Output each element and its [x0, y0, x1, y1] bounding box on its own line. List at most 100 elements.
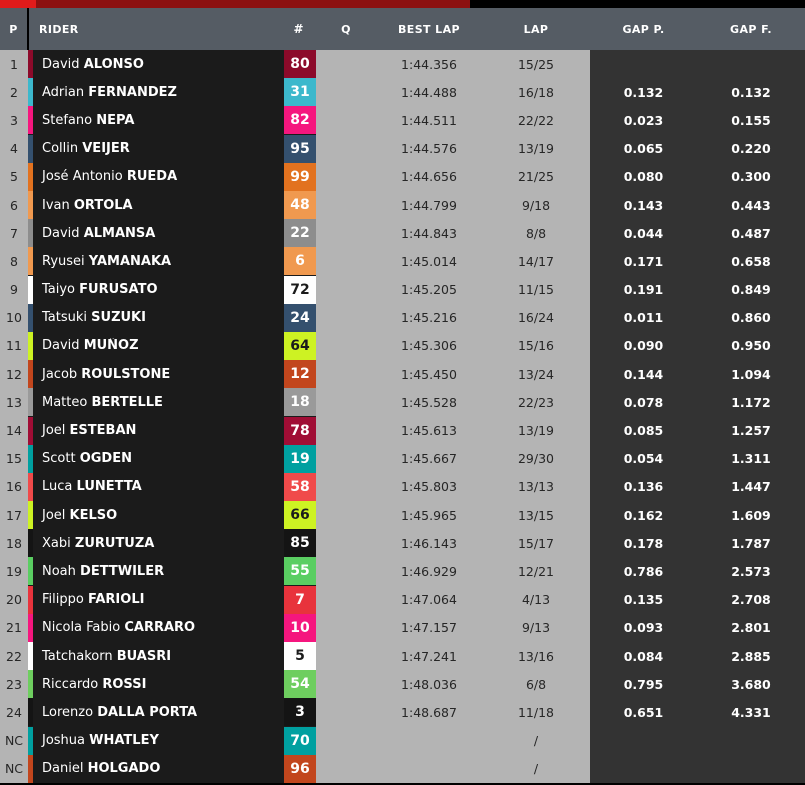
table-row[interactable]: 2 Adrian FERNANDEZ 31 1:44.488 16/18 0.132 0.1… — [0, 78, 805, 107]
table-row[interactable]: 14 Joel ESTEBAN 78 1:45.613 13/19 0.085 1.257 — [0, 416, 805, 445]
row-rider-cell[interactable]: Joel KELSO 66 — [28, 501, 316, 530]
row-rider-cell[interactable]: Scott OGDEN 19 — [28, 444, 316, 473]
table-row[interactable]: 7 David ALMANSA 22 1:44.843 8/8 0.044 0.487 — [0, 219, 805, 248]
row-rider-cell[interactable]: David ALONSO 80 — [28, 50, 316, 79]
row-lap: 13/19 — [482, 134, 590, 163]
table-row[interactable]: 11 David MUÑOZ 64 1:45.306 15/16 0.090 0.950 — [0, 331, 805, 361]
table-row[interactable]: 10 Tatsuki SUZUKI 24 1:45.216 16/24 0.011 0.86… — [0, 303, 805, 332]
rider-accent-stripe — [28, 247, 33, 276]
table-row[interactable]: 5 José Antonio RUEDA 99 1:44.656 21/25 0.080 0… — [0, 162, 805, 191]
row-rider-cell[interactable]: Ivan ORTOLÁ 48 — [28, 190, 316, 220]
row-gap-previous: 0.085 — [590, 416, 697, 445]
rider-name: Ivan ORTOLÁ — [33, 198, 284, 213]
row-rider-cell[interactable]: Joel ESTEBAN 78 — [28, 416, 316, 445]
accent-bar-filler — [470, 0, 805, 8]
row-gap-previous: 0.011 — [590, 303, 697, 332]
rider-last-name: ALONSO — [83, 56, 144, 72]
row-rider-cell[interactable]: Lorenzo DALLA PORTA 3 — [28, 698, 316, 727]
row-rider-cell[interactable]: Luca LUNETTA 58 — [28, 472, 316, 501]
row-rider-cell[interactable]: Joshua WHATLEY 70 — [28, 726, 316, 755]
rider-first-name: Filippo — [42, 592, 84, 608]
row-rider-cell[interactable]: Adrian FERNANDEZ 31 — [28, 78, 316, 107]
row-best-lap: 1:47.241 — [376, 641, 482, 671]
column-header-q[interactable]: Q — [316, 8, 376, 50]
column-header-best-lap[interactable]: BEST LAP — [376, 8, 482, 50]
column-header-lap[interactable]: LAP — [482, 8, 590, 50]
row-gap-previous: 0.795 — [590, 670, 697, 699]
row-rider-cell[interactable]: Jacob ROULSTONE 12 — [28, 360, 316, 389]
table-row[interactable]: 1 David ALONSO 80 1:44.356 15/25 — [0, 50, 805, 79]
rider-first-name: Jacob — [42, 366, 78, 382]
row-qualifying — [316, 247, 376, 276]
rider-last-name: ROULSTONE — [81, 366, 171, 382]
table-row[interactable]: 19 Noah DETTWILER 55 1:46.929 12/21 0.786 2.57… — [0, 557, 805, 586]
table-row[interactable]: NC Daniel HOLGADO 96/ — [0, 754, 805, 783]
table-row[interactable]: NC Joshua WHATLEY 70/ — [0, 726, 805, 755]
rider-number-badge: 64 — [284, 331, 316, 360]
row-rider-cell[interactable]: Stefano NEPA 82 — [28, 106, 316, 135]
row-rider-cell[interactable]: Taiyo FURUSATO 72 — [28, 275, 316, 304]
row-best-lap: 1:45.613 — [376, 416, 482, 445]
row-rider-cell[interactable]: Ryusei YAMANAKA 6 — [28, 247, 316, 276]
row-rider-cell[interactable]: Tatsuki SUZUKI 24 — [28, 303, 316, 332]
row-gap-first: 0.487 — [697, 219, 805, 248]
column-header-gap-p[interactable]: GAP P. — [590, 8, 697, 50]
row-qualifying — [316, 613, 376, 642]
row-rider-cell[interactable]: Filippo FARIOLI 7 — [28, 585, 316, 614]
row-gap-first: 1.257 — [697, 416, 805, 445]
rider-number-badge: 22 — [284, 219, 316, 248]
row-lap: 11/15 — [482, 275, 590, 304]
row-gap-first: 2.573 — [697, 557, 805, 586]
table-row[interactable]: 6 Ivan ORTOLÁ 48 1:44.799 9/18 0.143 0.443 — [0, 190, 805, 220]
column-header-rider[interactable]: RIDER # — [28, 8, 316, 50]
rider-first-name: Tatsuki — [42, 310, 88, 326]
top-accent-bar — [0, 0, 805, 8]
rider-number-badge: 95 — [284, 134, 316, 163]
rider-last-name: ALMANSA — [83, 225, 156, 241]
row-rider-cell[interactable]: Nicola Fabio CARRARO 10 — [28, 613, 316, 642]
table-row[interactable]: 3 Stefano NEPA 82 1:44.511 22/22 0.023 0.155 — [0, 106, 805, 135]
row-qualifying — [316, 106, 376, 135]
table-row[interactable]: 13 Matteo BERTELLE 18 1:45.528 22/23 0.078 1.1… — [0, 388, 805, 417]
row-rider-cell[interactable]: Noah DETTWILER 55 — [28, 557, 316, 586]
table-row[interactable]: 20 Filippo FARIOLI 7 1:47.064 4/13 0.135 2.708 — [0, 585, 805, 614]
table-row[interactable]: 12 Jacob ROULSTONE 12 1:45.450 13/24 0.144 1.0… — [0, 360, 805, 389]
column-header-gap-f[interactable]: GAP F. — [697, 8, 805, 50]
row-position: 18 — [0, 529, 28, 558]
table-row[interactable]: 17 Joel KELSO 66 1:45.965 13/15 0.162 1.609 — [0, 501, 805, 530]
rider-first-name: Xabi — [42, 535, 71, 551]
row-rider-cell[interactable]: David MUÑOZ 64 — [28, 331, 316, 361]
row-position: 4 — [0, 134, 28, 163]
row-rider-cell[interactable]: José Antonio RUEDA 99 — [28, 162, 316, 191]
row-rider-cell[interactable]: Collin VEIJER 95 — [28, 134, 316, 163]
table-row[interactable]: 16 Luca LUNETTA 58 1:45.803 13/13 0.136 1.447 — [0, 472, 805, 501]
row-rider-cell[interactable]: Riccardo ROSSI 54 — [28, 670, 316, 699]
table-row[interactable]: 24 Lorenzo DALLA PORTA 3 1:48.687 11/18 0.651… — [0, 698, 805, 727]
row-rider-cell[interactable]: Xabi ZURUTUZA 85 — [28, 529, 316, 558]
rider-number-badge: 6 — [284, 247, 316, 276]
row-position: 20 — [0, 585, 28, 614]
table-row[interactable]: 18 Xabi ZURUTUZA 85 1:46.143 15/17 0.178 1.787 — [0, 529, 805, 558]
row-gap-previous: 0.090 — [590, 331, 697, 361]
row-qualifying — [316, 331, 376, 361]
column-header-position[interactable]: P — [0, 8, 29, 50]
row-position: 9 — [0, 275, 28, 304]
row-rider-cell[interactable]: Matteo BERTELLE 18 — [28, 388, 316, 417]
rider-number-badge: 19 — [284, 444, 316, 473]
rider-number-badge: 85 — [284, 529, 316, 558]
row-qualifying — [316, 472, 376, 501]
row-best-lap: 1:45.205 — [376, 275, 482, 304]
row-gap-previous: 0.044 — [590, 219, 697, 248]
table-row[interactable]: 21 Nicola Fabio CARRARO 10 1:47.157 9/13 0.09… — [0, 613, 805, 642]
row-rider-cell[interactable]: Daniel HOLGADO 96 — [28, 754, 316, 783]
row-rider-cell[interactable]: David ALMANSA 22 — [28, 219, 316, 248]
row-rider-cell[interactable]: Tatchakorn BUASRI 5 — [28, 641, 316, 671]
table-row[interactable]: 23 Riccardo ROSSI 54 1:48.036 6/8 0.795 3.680 — [0, 670, 805, 699]
table-row[interactable]: 22 Tatchakorn BUASRI 5 1:47.241 13/16 0.084 2.… — [0, 641, 805, 671]
rider-last-name: FURUSATO — [79, 282, 158, 298]
row-best-lap: 1:46.143 — [376, 529, 482, 558]
table-row[interactable]: 4 Collin VEIJER 95 1:44.576 13/19 0.065 0.220 — [0, 134, 805, 163]
table-row[interactable]: 8 Ryusei YAMANAKA 6 1:45.014 14/17 0.171 0.658 — [0, 247, 805, 276]
table-row[interactable]: 15 Scott OGDEN 19 1:45.667 29/30 0.054 1.311 — [0, 444, 805, 473]
table-row[interactable]: 9 Taiyo FURUSATO 72 1:45.205 11/15 0.191 0.849 — [0, 275, 805, 304]
